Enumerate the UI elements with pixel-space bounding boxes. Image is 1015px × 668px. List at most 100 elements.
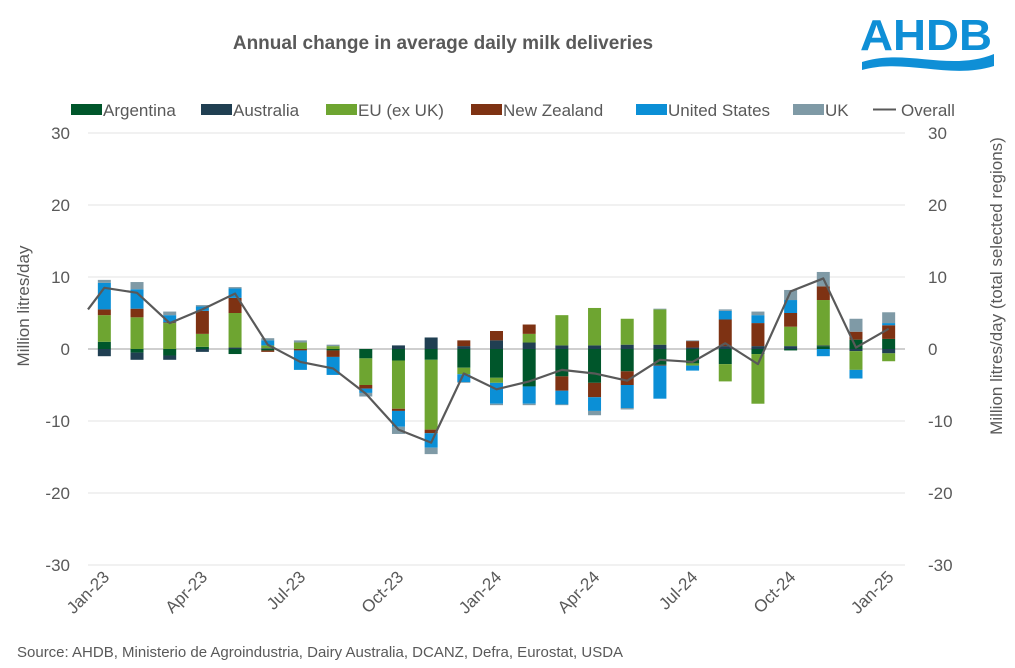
legend-item-australia: Australia — [201, 101, 300, 120]
bar-new-zealand-Jun-24 — [653, 364, 667, 366]
bar-eu-ex-uk-Feb-23 — [130, 317, 144, 349]
bar-stack-Jul-24 — [686, 340, 700, 371]
bar-stack-Feb-23 — [130, 282, 144, 360]
y-tick-label: 10 — [51, 268, 70, 287]
legend-item-new-zealand: New Zealand — [471, 101, 603, 120]
bar-argentina-Apr-23 — [195, 346, 209, 349]
bar-australia-Apr-23 — [195, 349, 209, 352]
legend-label: UK — [825, 101, 849, 120]
bar-australia-Oct-24 — [784, 346, 798, 349]
bar-stack-Jan-25 — [882, 312, 896, 362]
bar-australia-Mar-24 — [555, 345, 569, 349]
overall-line — [87, 277, 890, 444]
bar-argentina-Feb-24 — [522, 349, 536, 387]
bar-australia-Jan-24 — [490, 340, 503, 349]
bar-australia-Feb-24 — [522, 342, 536, 349]
bar-new-zealand-Jan-24 — [490, 331, 503, 341]
bar-argentina-Jan-24 — [490, 349, 503, 378]
bar-new-zealand-Mar-24 — [555, 376, 569, 391]
bar-stack-Dec-23 — [457, 340, 471, 383]
bar-stack-Jan-24 — [490, 331, 503, 406]
bar-argentina-Mar-23 — [163, 349, 177, 356]
y-tick-label: 0 — [61, 340, 70, 359]
bar-new-zealand-Oct-23 — [391, 408, 405, 411]
bar-eu-ex-uk-Apr-23 — [195, 333, 209, 347]
bar-uk-Apr-24 — [588, 410, 602, 416]
bar-uk-Dec-23 — [457, 382, 471, 383]
y2-tick-label: -20 — [928, 484, 953, 503]
bar-stack-Sep-24 — [751, 311, 765, 404]
chart-title: Annual change in average daily milk deli… — [233, 33, 653, 54]
bar-uk-May-23 — [228, 287, 242, 289]
bar-uk-Jun-23 — [261, 338, 275, 341]
bar-australia-Feb-23 — [130, 352, 144, 360]
bar-united-states-Sep-24 — [751, 315, 765, 324]
bar-uk-Mar-24 — [555, 404, 569, 406]
legend-label: Argentina — [103, 101, 176, 120]
bar-uk-Feb-23 — [130, 282, 144, 290]
y2-tick-label: -30 — [928, 556, 953, 575]
bar-australia-Apr-24 — [588, 345, 602, 349]
bar-uk-Sep-24 — [751, 311, 765, 316]
bar-australia-Jul-24 — [686, 347, 700, 349]
bar-australia-Oct-23 — [391, 345, 405, 349]
y-axis-right: 30 20 10 0 -10 -20 -30 — [928, 124, 953, 575]
source-note: Source: AHDB, Ministerio de Agroindustri… — [17, 644, 623, 661]
bar-australia-Dec-23 — [457, 346, 471, 349]
bar-uk-Oct-24 — [784, 289, 798, 301]
bar-united-states-Nov-24 — [816, 349, 830, 357]
y-tick-label: -10 — [45, 412, 70, 431]
x-tick-label: Oct-23 — [358, 567, 408, 617]
bar-united-states-Jun-24 — [653, 365, 667, 399]
bar-eu-ex-uk-Nov-23 — [424, 359, 438, 430]
legend-label: United States — [668, 101, 770, 120]
y-axis-left: 30 20 10 0 -10 -20 -30 — [45, 124, 70, 575]
y-axis-left-title: Million litres/day — [14, 245, 33, 366]
bar-eu-ex-uk-Oct-23 — [391, 360, 405, 409]
bar-eu-ex-uk-Jan-25 — [882, 353, 896, 362]
bar-new-zealand-Nov-24 — [816, 286, 830, 301]
bar-eu-ex-uk-Jan-24 — [490, 377, 503, 383]
y-tick-label: -30 — [45, 556, 70, 575]
bar-new-zealand-Feb-23 — [130, 308, 144, 318]
y2-tick-label: 30 — [928, 124, 947, 143]
legend-swatch — [793, 104, 824, 115]
bar-new-zealand-Aug-23 — [326, 350, 340, 357]
bar-eu-ex-uk-Feb-24 — [522, 333, 536, 343]
bar-united-states-Oct-23 — [391, 410, 405, 427]
bar-australia-Jun-23 — [261, 348, 275, 349]
bar-new-zealand-Jul-23 — [293, 349, 307, 351]
bar-eu-ex-uk-May-23 — [228, 313, 242, 348]
bar-united-states-Aug-24 — [718, 310, 732, 320]
bar-argentina-Aug-24 — [718, 349, 732, 365]
bar-united-states-Mar-23 — [163, 315, 177, 323]
x-tick-label: Jan-23 — [63, 567, 113, 617]
bar-united-states-May-24 — [620, 385, 634, 409]
bar-uk-May-24 — [620, 408, 634, 410]
bar-united-states-Jul-24 — [686, 365, 700, 371]
bar-new-zealand-Apr-24 — [588, 382, 602, 398]
bar-eu-ex-uk-Sep-24 — [751, 354, 765, 404]
bar-united-states-Dec-23 — [457, 374, 471, 383]
bar-eu-ex-uk-May-24 — [620, 318, 634, 345]
bar-eu-ex-uk-Dec-23 — [457, 367, 471, 375]
bar-argentina-Jan-25 — [882, 338, 896, 349]
bar-australia-Mar-23 — [163, 355, 177, 360]
bar-new-zealand-Sep-23 — [359, 385, 373, 389]
bar-new-zealand-May-23 — [228, 297, 242, 313]
legend-item-united-states: United States — [636, 101, 770, 120]
bar-united-states-Apr-24 — [588, 397, 602, 411]
bar-argentina-Nov-24 — [816, 346, 830, 349]
bar-uk-Apr-23 — [195, 305, 209, 307]
bar-united-states-Mar-24 — [555, 390, 569, 405]
bar-stack-Mar-24 — [555, 315, 569, 406]
bar-new-zealand-Aug-24 — [718, 319, 732, 347]
bar-eu-ex-uk-Aug-24 — [718, 364, 732, 382]
bar-new-zealand-Jan-23 — [97, 309, 111, 316]
bar-eu-ex-uk-Dec-24 — [849, 351, 863, 370]
legend-swatch — [636, 104, 667, 115]
legend-item-eu-ex-uk: EU (ex UK) — [326, 101, 444, 120]
bar-argentina-Nov-23 — [424, 349, 438, 360]
bar-uk-Jan-24 — [490, 403, 503, 406]
